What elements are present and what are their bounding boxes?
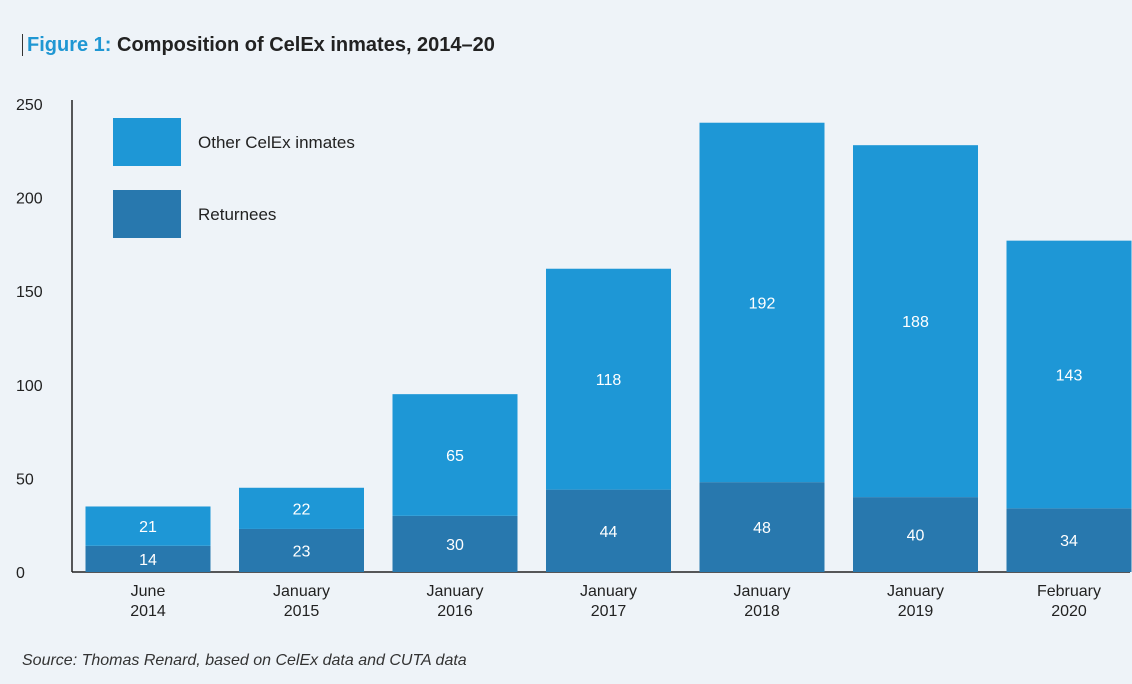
data-label-other-inmates: 143 — [1056, 368, 1083, 385]
data-label-returnees: 44 — [600, 524, 618, 541]
legend-label: Returnees — [198, 205, 276, 224]
legend-label: Other CelEx inmates — [198, 133, 355, 152]
x-tick-label-month: January — [734, 583, 791, 600]
data-label-other-inmates: 118 — [596, 372, 622, 389]
y-tick-label: 150 — [16, 284, 43, 301]
y-tick-label: 100 — [16, 378, 43, 395]
data-label-returnees: 34 — [1060, 533, 1078, 550]
x-tick-label-month: January — [273, 583, 330, 600]
y-tick-label: 50 — [16, 471, 34, 488]
legend-swatch — [113, 118, 181, 166]
bar-other-inmates — [239, 487, 364, 529]
legend-swatch — [113, 190, 181, 238]
bar-returnees — [239, 528, 364, 572]
bar-returnees — [546, 489, 671, 572]
y-tick-label: 250 — [16, 97, 43, 114]
bar-other-inmates — [699, 122, 825, 483]
data-label-other-inmates: 21 — [139, 519, 157, 536]
y-tick-label: 200 — [16, 191, 43, 208]
figure-title: Figure 1: Composition of CelEx inmates, … — [22, 34, 495, 56]
x-tick-label-year: 2014 — [130, 603, 166, 620]
x-tick-label-year: 2017 — [591, 603, 627, 620]
data-label-other-inmates: 22 — [293, 501, 311, 518]
bar-returnees — [85, 545, 211, 572]
data-label-returnees: 30 — [446, 537, 464, 554]
x-tick-label-year: 2015 — [284, 603, 320, 620]
data-label-returnees: 40 — [907, 528, 925, 545]
figure-title-text: Composition of CelEx inmates, 2014–20 — [117, 34, 495, 56]
x-tick-label-year: 2019 — [898, 603, 934, 620]
data-label-other-inmates: 65 — [446, 448, 464, 465]
bar-other-inmates — [546, 268, 671, 490]
bar-returnees — [699, 482, 825, 572]
y-tick-label: 0 — [16, 565, 25, 582]
source-note: Source: Thomas Renard, based on CelEx da… — [22, 652, 467, 669]
data-label-other-inmates: 192 — [749, 295, 776, 312]
bar-other-inmates — [392, 394, 518, 516]
bar-returnees — [1006, 508, 1132, 572]
data-label-returnees: 23 — [293, 543, 311, 560]
bar-returnees — [853, 497, 978, 572]
data-label-other-inmates: 188 — [902, 314, 929, 331]
x-tick-label-month: January — [887, 583, 944, 600]
bar-other-inmates — [1006, 240, 1132, 509]
data-label-returnees: 14 — [139, 552, 157, 569]
bar-other-inmates — [85, 506, 211, 546]
x-tick-label-month: January — [427, 583, 484, 600]
x-tick-label-month: June — [131, 583, 166, 600]
figure-label: Figure 1: — [27, 34, 112, 56]
bar-other-inmates — [853, 145, 978, 498]
x-tick-label-year: 2016 — [437, 603, 473, 620]
bar-returnees — [392, 515, 518, 572]
data-label-returnees: 48 — [753, 520, 771, 537]
x-tick-label-year: 2018 — [744, 603, 780, 620]
x-tick-label-month: January — [580, 583, 637, 600]
x-tick-label-month: February — [1037, 583, 1101, 600]
x-tick-label-year: 2020 — [1051, 603, 1087, 620]
